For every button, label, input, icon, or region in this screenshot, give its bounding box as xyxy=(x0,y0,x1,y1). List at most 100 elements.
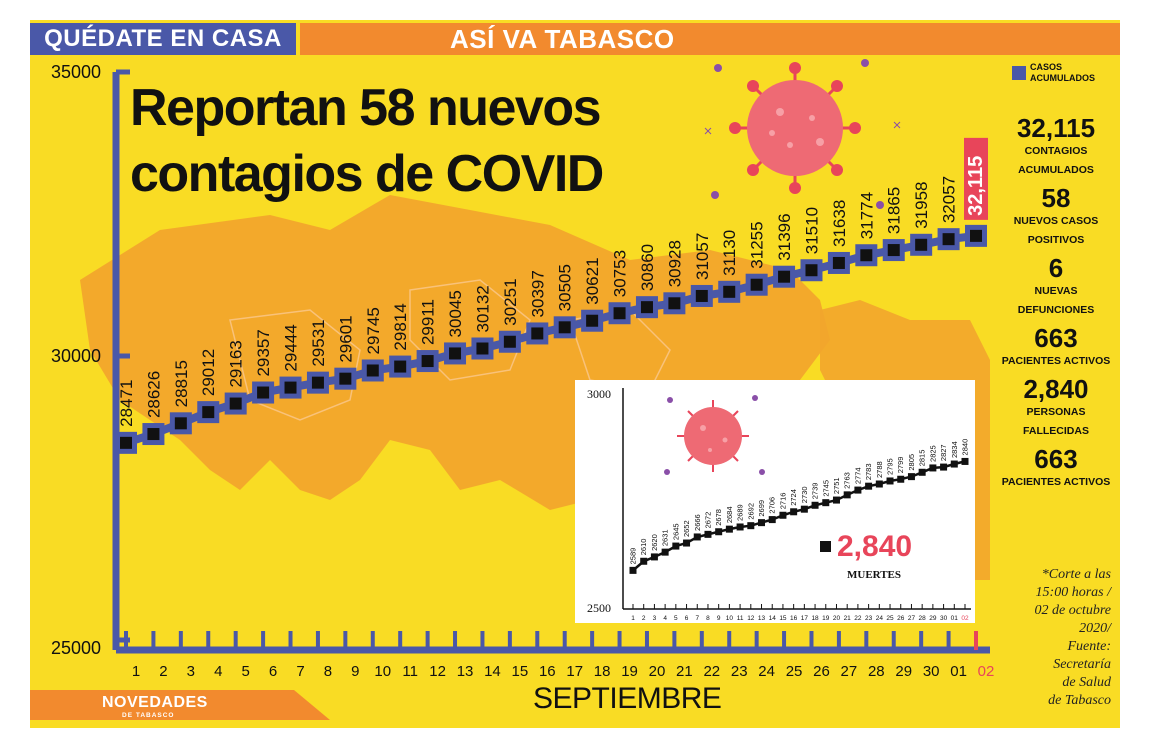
x-axis-title: SEPTIEMBRE xyxy=(533,682,722,715)
inset-x-tick-label: 12 xyxy=(747,615,755,622)
inset-x-tick-label: 13 xyxy=(758,615,766,622)
inset-x-tick-label: 21 xyxy=(844,615,852,622)
data-point xyxy=(965,224,987,247)
data-point xyxy=(169,412,192,435)
inset-data-point xyxy=(918,468,926,476)
inset-data-point xyxy=(683,539,691,547)
inset-virus-icon xyxy=(664,395,765,475)
headline-line-2: contagios de COVID xyxy=(130,145,604,203)
inset-data-label: 2751 xyxy=(832,477,841,494)
stat-fallecidas: 2,840 PERSONAS FALLECIDAS xyxy=(998,375,1114,441)
inset-data-label: 2840 xyxy=(961,439,970,456)
inset-x-tick-label: 24 xyxy=(876,615,884,622)
data-label: 30397 xyxy=(528,270,547,317)
asi-va-tabasco-banner: ASÍ VA TABASCO xyxy=(300,23,1120,55)
inset-data-point xyxy=(822,499,830,507)
annotation-value: 2,840 xyxy=(837,530,912,563)
x-tick-label: 7 xyxy=(296,663,304,680)
inset-data-point xyxy=(843,491,851,499)
data-point xyxy=(937,228,960,251)
inset-data-point xyxy=(747,522,755,530)
inset-data-label: 2631 xyxy=(661,529,670,546)
inset-x-tick-label: 14 xyxy=(769,615,777,622)
data-point xyxy=(389,355,412,378)
stat-value: 58 xyxy=(1041,183,1071,213)
y-tick-label: 35000 xyxy=(51,62,101,82)
inset-data-point xyxy=(704,530,712,538)
data-point xyxy=(416,350,439,373)
inset-data-label: 2774 xyxy=(853,467,862,484)
inset-data-label: 2610 xyxy=(639,539,648,556)
stat-activos: 663 PACIENTES ACTIVOS xyxy=(998,324,1114,371)
stat-label: CONTAGIOS ACUMULADOS xyxy=(1018,145,1094,176)
inset-data-label: 2834 xyxy=(950,441,959,458)
stat-value: 32,115 xyxy=(1016,113,1096,143)
inset-x-tick-label: 02 xyxy=(961,615,969,622)
x-tick-label: 1 xyxy=(132,663,140,680)
inset-x-tick-label: 18 xyxy=(811,615,819,622)
inset-x-tick-label: 19 xyxy=(822,615,830,622)
novedades-logo-sub: DE TABASCO xyxy=(122,712,175,719)
x-tick-label: 4 xyxy=(214,663,222,680)
data-point xyxy=(773,265,796,288)
x-tick-label: 12 xyxy=(429,663,446,680)
inset-data-point xyxy=(854,486,862,494)
data-label: 31396 xyxy=(775,213,794,260)
x-tick-label: 23 xyxy=(731,663,748,680)
x-tick-label: 10 xyxy=(374,663,391,680)
inset-data-label: 2763 xyxy=(843,472,852,489)
inset-x-tick-label: 9 xyxy=(717,615,721,622)
x-tick-label: 27 xyxy=(841,663,858,680)
data-label: 31638 xyxy=(830,200,849,247)
data-point xyxy=(142,423,165,446)
data-point xyxy=(471,337,494,360)
data-label: 29444 xyxy=(282,324,301,371)
inset-data-label: 2699 xyxy=(757,500,766,517)
stats-panel: 32,115 CONTAGIOS ACUMULADOS 58 NUEVOS CAS… xyxy=(998,114,1114,496)
x-tick-label: 11 xyxy=(402,663,418,680)
headline: Reportan 58 nuevos contagios de COVID xyxy=(130,75,604,207)
inset-x-tick-label: 16 xyxy=(790,615,798,622)
data-point xyxy=(361,359,384,382)
data-label: 32,115 xyxy=(965,156,987,216)
inset-x-tick-label: 25 xyxy=(886,615,894,622)
x-tick-label: 29 xyxy=(895,663,912,680)
inset-data-label: 2645 xyxy=(671,523,680,540)
data-point xyxy=(224,392,247,415)
inset-x-tick-label: 22 xyxy=(854,615,862,622)
data-label: 31865 xyxy=(885,187,904,234)
inset-data-point xyxy=(661,548,669,556)
inset-data-label: 2739 xyxy=(811,483,820,500)
annotation-label: MUERTES xyxy=(847,569,901,581)
quedate-en-casa-tag: QUÉDATE EN CASA xyxy=(30,23,296,55)
data-label: 30132 xyxy=(473,285,492,332)
data-point xyxy=(690,284,713,307)
inset-data-label: 2805 xyxy=(907,454,916,471)
inset-data-point xyxy=(629,566,637,574)
inset-data-point xyxy=(768,516,776,524)
data-point xyxy=(581,309,604,332)
data-label: 29012 xyxy=(199,349,218,396)
inset-data-point xyxy=(715,528,723,536)
data-label: 28815 xyxy=(172,360,191,407)
stat-label: PACIENTES ACTIVOS xyxy=(1001,355,1111,367)
inset-data-label: 2706 xyxy=(768,497,777,514)
stat-value: 663 xyxy=(1034,444,1078,474)
inset-data-label: 2724 xyxy=(789,489,798,506)
data-point xyxy=(115,431,137,454)
stat-value: 2,840 xyxy=(1023,374,1089,404)
highlight-label-bg xyxy=(964,137,988,220)
inset-x-tick-label: 2 xyxy=(642,615,646,622)
inset-data-label: 2672 xyxy=(703,512,712,529)
inset-x-tick-label: 10 xyxy=(726,615,734,622)
x-tick-label: 14 xyxy=(484,663,501,680)
inset-data-point xyxy=(907,473,915,481)
data-point xyxy=(663,292,686,315)
x-tick-label: 25 xyxy=(786,663,803,680)
data-point xyxy=(910,233,933,256)
stat-value: 663 xyxy=(1034,323,1078,353)
inset-data-label: 2795 xyxy=(886,458,895,475)
inset-data-label: 2788 xyxy=(875,461,884,478)
inset-data-label: 2589 xyxy=(629,548,638,565)
